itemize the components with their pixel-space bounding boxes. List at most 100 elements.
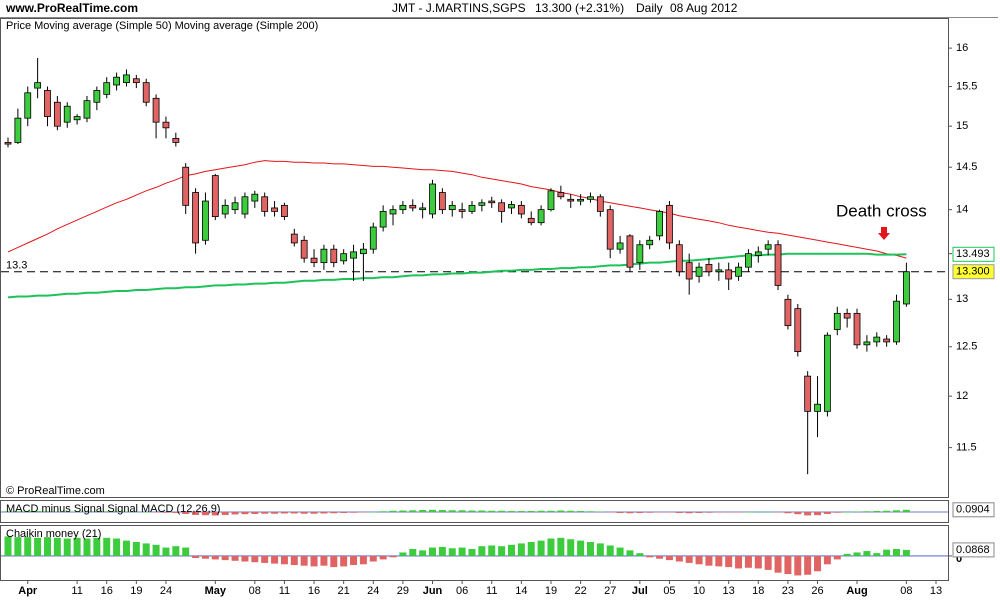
candle-body [596, 196, 604, 212]
x-tick-label: 26 [811, 585, 823, 597]
candle-body [498, 202, 506, 212]
indicator-bar [577, 511, 585, 512]
indicator-bar [893, 510, 901, 512]
candle-body [804, 375, 812, 412]
indicator-bar [596, 543, 604, 556]
indicator-bar [369, 555, 377, 562]
candle-body [399, 204, 407, 211]
indicator-bar [626, 550, 634, 556]
candle-body [774, 244, 782, 286]
candle-body [73, 116, 81, 121]
value-marker-label: 0.0904 [956, 504, 990, 516]
candle-body [123, 74, 130, 84]
candle-body [182, 166, 190, 206]
candle-body [557, 192, 565, 198]
indicator-bar [735, 555, 743, 569]
indicator-bar [350, 555, 358, 565]
indicator-bar [429, 509, 437, 512]
candle-body [202, 200, 209, 241]
x-tick-label: 11 [71, 585, 82, 597]
y-tick-label: 12 [956, 390, 968, 402]
indicator-bar [567, 539, 575, 556]
indicator-bar [83, 538, 91, 556]
indicator-bar [754, 555, 762, 569]
indicator-bar [241, 555, 249, 562]
candle-body [271, 207, 278, 212]
indicator-bar [221, 512, 229, 515]
candle-body [300, 239, 308, 259]
indicator-bar [507, 511, 515, 512]
indicator-bar [409, 510, 417, 512]
candle-body [429, 183, 436, 215]
indicator-bar [419, 550, 427, 556]
y-tick-label: 11.5 [956, 442, 977, 454]
x-tick-label: 22 [574, 585, 586, 597]
price-frame [0, 18, 949, 498]
indicator-bar [419, 510, 427, 512]
indicator-bar [251, 512, 259, 514]
candle-body [843, 312, 851, 319]
indicator-bar [389, 510, 397, 512]
indicator-bar [379, 555, 387, 560]
indicator-bar [271, 512, 279, 514]
indicator-bar [468, 510, 476, 512]
candle-body [438, 192, 446, 211]
indicator-bar [152, 544, 160, 556]
candle-body [379, 210, 387, 228]
indicator-bar [350, 512, 358, 513]
indicator-legend: Signal [107, 503, 138, 515]
x-tick-label: 27 [604, 585, 616, 597]
indicator-bar [715, 555, 723, 567]
indicator-bar [132, 511, 140, 513]
indicator-bar [557, 510, 565, 512]
indicator-bar [626, 512, 634, 514]
x-tick-label: Aug [846, 585, 867, 597]
y-tick-label: 13 [956, 293, 968, 305]
x-tick-label: Jul [632, 585, 648, 597]
indicator-bar [330, 512, 338, 514]
indicator-bar [261, 512, 269, 514]
indicator-bar [162, 547, 170, 556]
indicator-bar [24, 511, 32, 512]
indicator-bar [843, 553, 851, 556]
candle-body [34, 82, 42, 89]
indicator-bar [280, 555, 288, 565]
x-tick-label: 13 [930, 585, 942, 597]
x-tick-label: 06 [456, 585, 468, 597]
candle-body [517, 204, 525, 215]
value-marker-box [952, 542, 995, 558]
candle-body [577, 198, 584, 202]
indicator-bar [814, 512, 822, 516]
indicator-bar [833, 555, 841, 560]
indicator-bar [517, 511, 525, 512]
candle-body [340, 253, 348, 262]
price-marker-label: 13.493 [956, 248, 990, 260]
candle-body [567, 198, 575, 202]
indicator-bar [695, 555, 703, 565]
indicator-bar [774, 555, 782, 573]
indicator-bar [764, 511, 772, 513]
x-tick-label: 23 [782, 585, 794, 597]
x-tick-label: 10 [693, 585, 705, 597]
indicator-bar [883, 549, 891, 556]
instrument-title: JMT - J.MARTINS,SGPS [392, 1, 526, 15]
candle-body [745, 253, 752, 268]
indicator-bar [567, 510, 575, 512]
x-tick-label: 05 [663, 585, 675, 597]
x-tick-label: 14 [515, 585, 527, 597]
indicator-bar [537, 510, 545, 512]
indicator-bar [438, 546, 446, 556]
candle-body [626, 235, 634, 268]
price-marker-box [952, 246, 995, 262]
candle-body [142, 82, 150, 103]
indicator-bar [833, 512, 841, 513]
candle-body [587, 196, 594, 200]
candle-body [794, 308, 802, 353]
indicator-bar [142, 512, 150, 513]
indicator-bar [488, 545, 496, 556]
candle-body [281, 204, 288, 217]
indicator-bar [636, 512, 644, 513]
indicator-bar [873, 553, 881, 556]
indicator-legend: MACD minus Signal [6, 503, 104, 515]
indicator-bar [656, 512, 664, 513]
